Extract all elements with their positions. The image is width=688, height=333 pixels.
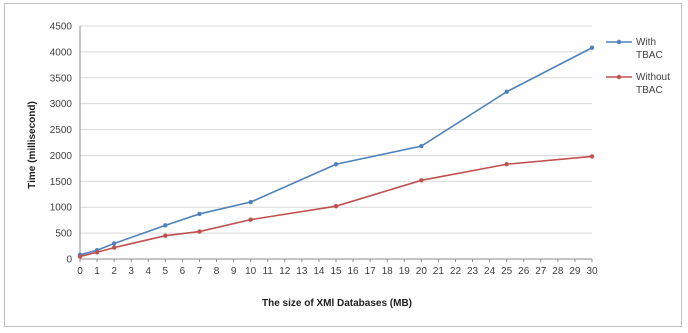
y-tick-label: 0 <box>66 255 72 266</box>
series-1-point <box>589 154 595 159</box>
series-1-point <box>77 254 83 259</box>
series-0-point <box>111 241 117 246</box>
x-tick-label: 28 <box>552 266 564 277</box>
series-line-1 <box>79 155 593 258</box>
y-axis-title: Time (millisecond) <box>27 101 38 189</box>
series-0-point <box>163 223 168 228</box>
x-tick-label: 23 <box>467 266 479 277</box>
x-tick-label: 11 <box>263 266 274 277</box>
x-tick-label: 30 <box>586 266 598 277</box>
legend-label: TBAC <box>636 50 663 61</box>
series-1-point <box>419 178 424 183</box>
x-tick-label: 19 <box>399 266 411 277</box>
legend-label: Without <box>636 72 670 83</box>
legend-marker-0 <box>616 39 622 45</box>
series-0-point <box>248 199 253 205</box>
series-1-point <box>504 162 509 167</box>
legend-label: TBAC <box>636 85 663 96</box>
gridlines <box>80 25 592 234</box>
series-1-point <box>248 217 253 222</box>
x-tick-label: 14 <box>313 266 325 277</box>
x-tick-label: 9 <box>231 266 237 277</box>
y-tick-label: 2000 <box>50 151 73 162</box>
x-tick-label: 24 <box>484 266 496 277</box>
x-tick-label: 17 <box>365 266 377 277</box>
legend: With TBAC Without TBAC <box>606 37 670 96</box>
legend-marker-1 <box>616 74 622 80</box>
x-tick-label: 27 <box>535 266 547 277</box>
series-1-point <box>111 245 117 250</box>
series-1-point <box>197 229 202 234</box>
y-tick-label: 4500 <box>50 22 73 33</box>
series-0-point <box>419 143 424 149</box>
series-1-point <box>163 233 168 238</box>
series-line-0 <box>79 47 593 256</box>
series-0-point <box>333 162 339 167</box>
y-tick-label: 1000 <box>50 203 73 214</box>
x-tick-label: 20 <box>416 266 428 277</box>
y-tick-label: 2500 <box>50 125 73 136</box>
x-tick-label: 15 <box>330 266 342 277</box>
x-tick-label: 10 <box>245 266 257 277</box>
x-tick-label: 29 <box>569 266 581 277</box>
y-tick-label: 4000 <box>50 47 73 58</box>
y-tick-label: 3500 <box>50 73 73 84</box>
x-tick-label: 13 <box>296 266 308 277</box>
legend-label: With <box>636 37 656 48</box>
x-tick-label: 5 <box>163 266 169 277</box>
x-tick-label: 22 <box>450 266 462 277</box>
x-tick-label: 8 <box>214 266 220 277</box>
x-tick-label: 16 <box>348 266 360 277</box>
series-0-point <box>504 89 509 94</box>
x-tick-label: 21 <box>433 266 445 277</box>
x-tick-label: 7 <box>197 266 203 277</box>
y-tick-label: 3000 <box>50 99 73 110</box>
series-0-point <box>197 211 202 217</box>
x-tick-label: 4 <box>145 266 151 277</box>
x-tick-label: 2 <box>111 266 117 277</box>
x-tick-label: 6 <box>180 266 186 277</box>
series-layer <box>77 45 595 259</box>
chart-frame <box>4 3 682 327</box>
x-tick-label: 3 <box>128 266 134 277</box>
series-1-point <box>333 203 339 209</box>
x-tick-label: 1 <box>94 266 100 277</box>
x-tick-label: 12 <box>279 266 291 277</box>
x-tick-label: 18 <box>382 266 394 277</box>
y-tick-label: 1500 <box>50 177 73 188</box>
series-0-point <box>589 45 595 50</box>
series-1-point <box>94 250 100 255</box>
x-tick-label: 26 <box>518 266 530 277</box>
y-tick-label: 500 <box>55 229 72 240</box>
x-tick-label: 25 <box>501 266 513 277</box>
x-tick-label: 0 <box>77 266 83 277</box>
x-axis-title: The size of XMl Databases (MB) <box>262 298 412 309</box>
